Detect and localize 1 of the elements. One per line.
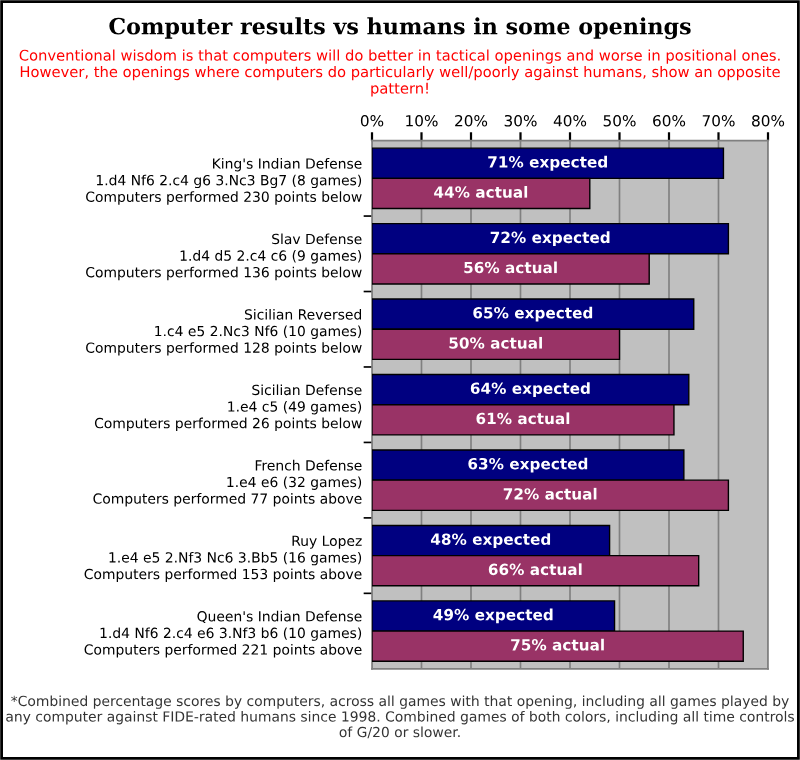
chart-title: Computer results vs humans in some openings (109, 17, 691, 40)
